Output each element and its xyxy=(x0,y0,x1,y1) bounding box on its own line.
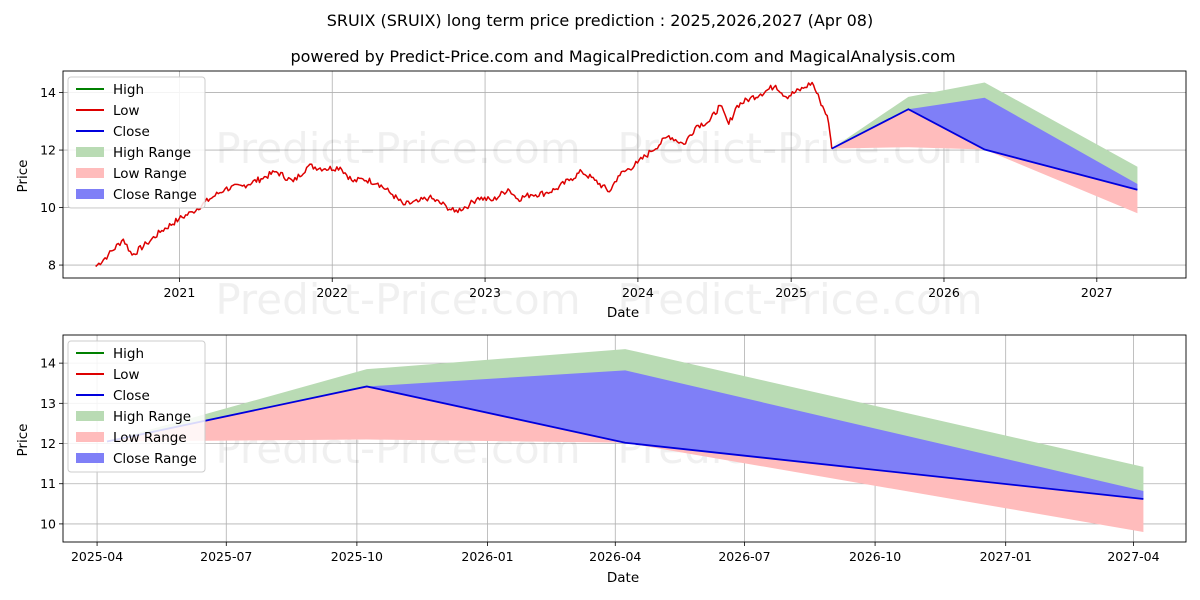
axes-frame xyxy=(62,334,1187,543)
x-tick-label: 2025-10 xyxy=(331,549,383,564)
y-tick-label: 12 xyxy=(40,143,56,158)
legend-low-range-label: Low Range xyxy=(113,430,187,446)
watermark-text: Predict-Price.com xyxy=(215,275,580,324)
legend-low-label: Low xyxy=(113,367,140,383)
legend-close-range-swatch xyxy=(76,453,104,463)
axes-frame xyxy=(62,70,1187,279)
low-range-band xyxy=(831,109,1138,214)
x-tick-label: 2027-01 xyxy=(980,549,1032,564)
x-tick-label: 2027 xyxy=(1081,285,1113,300)
legend: High Low Close High Range Low Range Close Ran… xyxy=(67,340,206,473)
overview-panel: Predict-Price.com Predict-Price.com Predic… xyxy=(40,70,1187,324)
x-tick-label: 2022 xyxy=(316,285,348,300)
x-tick-label: 2026-10 xyxy=(849,549,901,564)
x-tick-label: 2026 xyxy=(928,285,960,300)
legend-high-range-label: High Range xyxy=(113,145,191,161)
legend-close-label: Close xyxy=(113,388,150,404)
legend-low-range-swatch xyxy=(76,432,104,442)
x-tick-label: 2025 xyxy=(775,285,807,300)
close-series-line xyxy=(831,108,1138,191)
legend-close-range-label: Close Range xyxy=(113,451,197,467)
x-tick-label: 2024 xyxy=(622,285,654,300)
legend-high-label: High xyxy=(113,82,144,98)
close-series-line xyxy=(106,385,1144,500)
y-tick-label: 12 xyxy=(40,436,56,451)
y-tick-label: 14 xyxy=(40,356,56,371)
x-tick-label: 2026-07 xyxy=(718,549,770,564)
chart-title: SRUIX (SRUIX) long term price prediction… xyxy=(327,11,873,30)
x-axis-label-detail: Date xyxy=(607,570,639,586)
legend: High Low Close High Range Low Range Close Ran… xyxy=(67,76,206,209)
x-tick-label: 2025-04 xyxy=(71,549,123,564)
y-tick-label: 10 xyxy=(40,516,56,531)
x-axis-label-overview: Date xyxy=(607,305,639,321)
forecast-detail-panel: Predict-Price.comPredict-Price.com2025-0… xyxy=(40,334,1187,564)
legend-high-range-label: High Range xyxy=(113,409,191,425)
y-tick-label: 10 xyxy=(40,200,56,215)
close-range-band xyxy=(107,370,1144,499)
legend-close-range-swatch xyxy=(76,189,104,199)
x-tick-label: 2026-04 xyxy=(589,549,641,564)
legend-high-label: High xyxy=(113,346,144,362)
legend-low-range-label: Low Range xyxy=(113,166,187,182)
x-tick-label: 2021 xyxy=(163,285,195,300)
low-range-band xyxy=(107,386,1144,532)
watermark-text: Predict-Price.com xyxy=(215,124,580,173)
y-tick-label: 14 xyxy=(40,85,56,100)
watermark-text: Predict-Price.com xyxy=(617,275,982,324)
x-tick-label: 2023 xyxy=(469,285,501,300)
x-tick-label: 2026-01 xyxy=(461,549,513,564)
y-tick-label: 11 xyxy=(40,476,56,491)
y-tick-label: 13 xyxy=(40,396,56,411)
x-tick-label: 2027-04 xyxy=(1107,549,1159,564)
legend-low-range-swatch xyxy=(76,168,104,178)
x-tick-label: 2025-07 xyxy=(200,549,252,564)
low-series-line xyxy=(95,81,833,268)
y-axis-label-detail: Price xyxy=(15,424,31,457)
legend-high-range-swatch xyxy=(76,411,104,421)
y-axis-label-overview: Price xyxy=(15,160,31,193)
legend-low-label: Low xyxy=(113,103,140,119)
legend-close-range-label: Close Range xyxy=(113,187,197,203)
legend-close-label: Close xyxy=(113,124,150,140)
chart-subtitle: powered by Predict-Price.com and Magical… xyxy=(290,47,955,66)
legend-high-range-swatch xyxy=(76,147,104,157)
y-tick-label: 8 xyxy=(48,258,56,273)
close-range-band xyxy=(831,97,1138,190)
